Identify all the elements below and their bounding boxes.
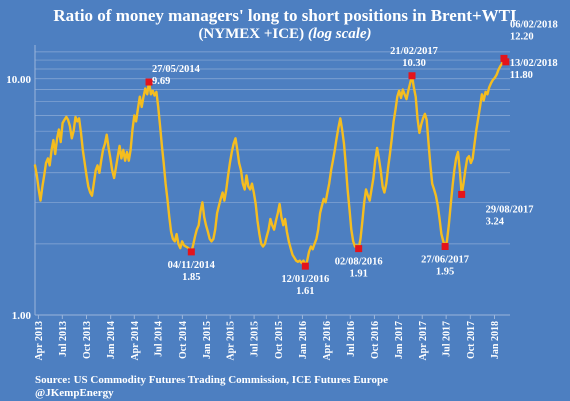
annotation-value-label: 10.30 bbox=[402, 58, 426, 69]
x-tick-label: Apr 2016 bbox=[322, 321, 333, 361]
x-tick-label: Jan 2018 bbox=[490, 321, 501, 359]
x-tick-label: Jan 2016 bbox=[298, 321, 309, 359]
annotation-date-label: 02/08/2016 bbox=[335, 257, 383, 268]
x-tick-label: Jul 2015 bbox=[250, 321, 261, 357]
x-tick-label: Oct 2016 bbox=[370, 321, 381, 359]
x-tick-label: Oct 2014 bbox=[178, 321, 189, 359]
annotation-date-label: 13/02/2018 bbox=[510, 58, 558, 69]
x-tick-label: Jul 2014 bbox=[154, 321, 165, 357]
annotation-date-label: 04/11/2014 bbox=[168, 260, 216, 271]
annotation-marker bbox=[502, 58, 510, 66]
x-tick-label: Jul 2016 bbox=[346, 321, 357, 357]
annotation-date-label: 21/02/2017 bbox=[390, 46, 438, 57]
x-tick-label: Jul 2017 bbox=[442, 321, 453, 357]
y-tick-label: 1.00 bbox=[12, 310, 32, 322]
x-tick-label: Oct 2015 bbox=[274, 321, 285, 359]
gridlines bbox=[35, 51, 510, 245]
x-tick-label: Oct 2013 bbox=[82, 321, 93, 359]
annotation-date-label: 27/05/2014 bbox=[152, 64, 201, 75]
annotation-date-label: 29/08/2017 bbox=[486, 204, 534, 215]
x-tick-label: Jul 2013 bbox=[58, 321, 69, 357]
x-tick-label: Apr 2017 bbox=[418, 321, 429, 361]
chart-title: Ratio of money managers' long to short p… bbox=[53, 6, 517, 25]
annotation-value-label: 9.69 bbox=[152, 76, 170, 87]
annotation-date-label: 12/01/2016 bbox=[281, 274, 329, 285]
annotation-value-label: 1.95 bbox=[436, 266, 454, 277]
x-tick-label: Apr 2013 bbox=[34, 321, 45, 361]
y-tick-label: 10.00 bbox=[6, 74, 31, 86]
y-axis: 1.00 10.00 bbox=[6, 45, 36, 322]
source-note: Source: US Commodity Futures Trading Com… bbox=[35, 374, 388, 386]
x-tick-label: Jan 2014 bbox=[106, 321, 117, 359]
annotation-marker bbox=[187, 248, 195, 256]
annotation-value-label: 1.91 bbox=[349, 269, 367, 280]
x-tick-label: Jan 2015 bbox=[202, 321, 213, 359]
annotation-marker bbox=[458, 190, 466, 198]
annotation-marker bbox=[408, 72, 416, 80]
annotation-date-label: 27/06/2017 bbox=[421, 254, 469, 265]
series-layer bbox=[33, 57, 507, 268]
annotation-marker bbox=[355, 245, 363, 253]
annotation-marker bbox=[301, 262, 309, 270]
annotation-marker bbox=[145, 78, 153, 86]
annotation-value-label: 1.61 bbox=[296, 286, 314, 297]
annotation-value-label: 3.24 bbox=[486, 216, 505, 227]
subtitle-log-scale: (log scale) bbox=[307, 26, 372, 42]
annotation-value-label: 11.80 bbox=[510, 70, 533, 81]
chart-subtitle: (NYMEX +ICE) (log scale) bbox=[0, 26, 570, 43]
x-tick-label: Apr 2014 bbox=[130, 321, 141, 361]
subtitle-main: (NYMEX +ICE) bbox=[198, 26, 308, 42]
x-tick-label: Apr 2015 bbox=[226, 321, 237, 361]
x-tick-label: Jan 2017 bbox=[394, 321, 405, 359]
x-axis: Apr 2013 Jul 2013 Oct 2013 Jan 2014 Apr 2014… bbox=[34, 314, 510, 361]
annotation-value-label: 1.85 bbox=[182, 272, 200, 283]
annotation-date-label: 06/02/2018 bbox=[510, 19, 558, 30]
x-tick-label: Oct 2017 bbox=[466, 321, 477, 359]
author-handle: @JKempEnergy bbox=[35, 387, 114, 399]
annotation-value-label: 12.20 bbox=[510, 31, 534, 42]
annotation-marker bbox=[441, 242, 449, 250]
series-line bbox=[33, 57, 507, 268]
